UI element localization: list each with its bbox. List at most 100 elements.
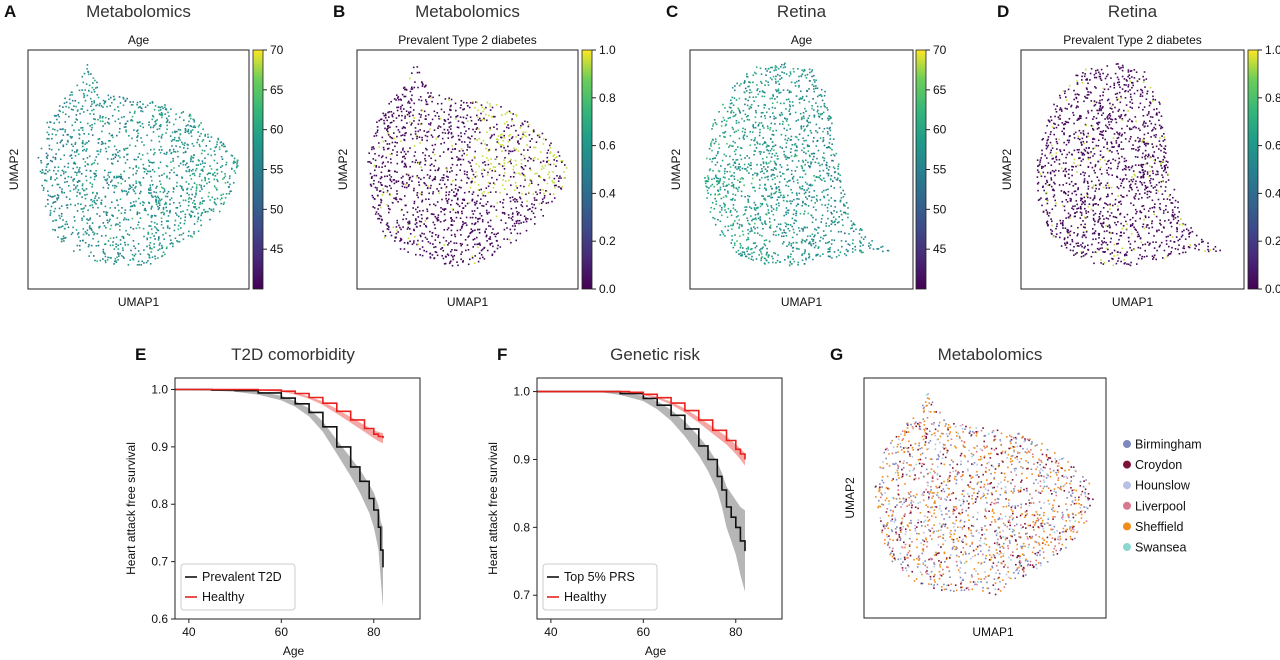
umap-point	[424, 134, 427, 137]
umap-point	[491, 254, 494, 257]
umap-point	[208, 191, 210, 194]
umap-point	[815, 209, 817, 211]
umap-point	[436, 218, 439, 221]
umap-point	[791, 247, 794, 249]
umap-point	[743, 184, 745, 187]
umap-point	[711, 128, 713, 130]
umap-point	[70, 137, 73, 139]
umap-point	[161, 254, 164, 257]
umap-point	[530, 169, 532, 171]
umap-point	[533, 130, 535, 133]
umap-point	[205, 145, 208, 147]
umap-point	[831, 148, 833, 151]
umap-point	[785, 98, 788, 101]
umap-point	[434, 239, 437, 241]
umap-point	[1068, 139, 1071, 142]
umap-point	[430, 134, 433, 136]
umap-point	[190, 125, 193, 128]
umap-point	[717, 219, 719, 221]
umap-point	[169, 210, 171, 213]
umap-point	[155, 203, 158, 206]
umap-point	[397, 106, 400, 109]
umap-point	[1126, 194, 1128, 197]
umap-point	[141, 141, 143, 143]
umap-point	[189, 125, 192, 127]
umap-point	[194, 205, 197, 208]
umap-point	[104, 178, 106, 181]
umap-point	[720, 125, 723, 127]
umap-point	[1144, 170, 1146, 172]
umap-point	[1135, 180, 1137, 183]
umap-point	[543, 167, 545, 169]
umap-point	[87, 70, 89, 73]
umap-point	[188, 170, 190, 173]
umap-point	[1097, 145, 1100, 147]
umap-point	[749, 105, 752, 108]
umap-point	[1117, 162, 1120, 165]
umap-point	[47, 190, 49, 192]
umap-point	[756, 163, 758, 166]
umap-point	[90, 105, 92, 108]
umap-point	[734, 220, 736, 222]
umap-point	[785, 158, 788, 160]
umap-point	[150, 251, 153, 253]
plot-frame	[356, 49, 579, 290]
umap-point	[717, 190, 720, 192]
umap-point	[144, 207, 146, 210]
umap-point	[425, 101, 428, 103]
umap-point	[1041, 167, 1043, 169]
umap-point	[149, 126, 152, 128]
umap-point	[503, 175, 505, 177]
umap-point	[1091, 232, 1094, 235]
umap-point	[166, 151, 168, 154]
umap-point	[745, 168, 747, 170]
umap-point	[114, 224, 117, 226]
umap-point	[1142, 205, 1145, 207]
umap-point	[516, 115, 518, 117]
umap-point	[62, 144, 65, 147]
umap-point	[419, 96, 422, 98]
umap-point	[1154, 128, 1157, 130]
umap-point	[149, 242, 152, 244]
umap-point	[847, 216, 849, 219]
umap-point	[441, 247, 444, 249]
umap-point	[232, 162, 235, 165]
umap-point	[765, 80, 767, 82]
umap-point	[731, 145, 733, 147]
umap-point	[80, 127, 82, 129]
umap-point	[1109, 85, 1112, 88]
umap-point	[426, 210, 429, 213]
umap-point	[754, 208, 756, 211]
umap-point	[120, 212, 123, 215]
umap-point	[807, 117, 810, 119]
umap-point	[131, 253, 134, 256]
umap-point	[437, 125, 439, 128]
umap-point	[828, 255, 831, 258]
umap-point	[807, 205, 810, 207]
umap-point	[151, 184, 154, 186]
umap-point	[124, 241, 126, 244]
umap-point	[776, 207, 778, 209]
umap-point	[495, 233, 498, 235]
umap-point	[772, 208, 775, 210]
umap-point	[55, 115, 58, 117]
umap-point	[404, 132, 406, 135]
umap-point	[382, 230, 384, 233]
umap-point	[778, 186, 780, 188]
umap-point	[760, 112, 763, 114]
umap-point	[801, 185, 804, 187]
umap-point	[58, 121, 61, 124]
umap-point	[58, 207, 61, 210]
umap-point	[86, 222, 89, 225]
umap-point	[54, 229, 56, 231]
umap-point	[459, 229, 462, 231]
umap-point	[192, 157, 194, 159]
umap-point	[754, 227, 756, 230]
umap-point	[94, 175, 96, 178]
umap-point	[233, 157, 236, 160]
umap-point	[473, 223, 476, 226]
umap-point	[848, 244, 851, 246]
umap-point	[852, 223, 855, 226]
umap-point	[376, 187, 378, 189]
umap-point	[804, 250, 806, 253]
